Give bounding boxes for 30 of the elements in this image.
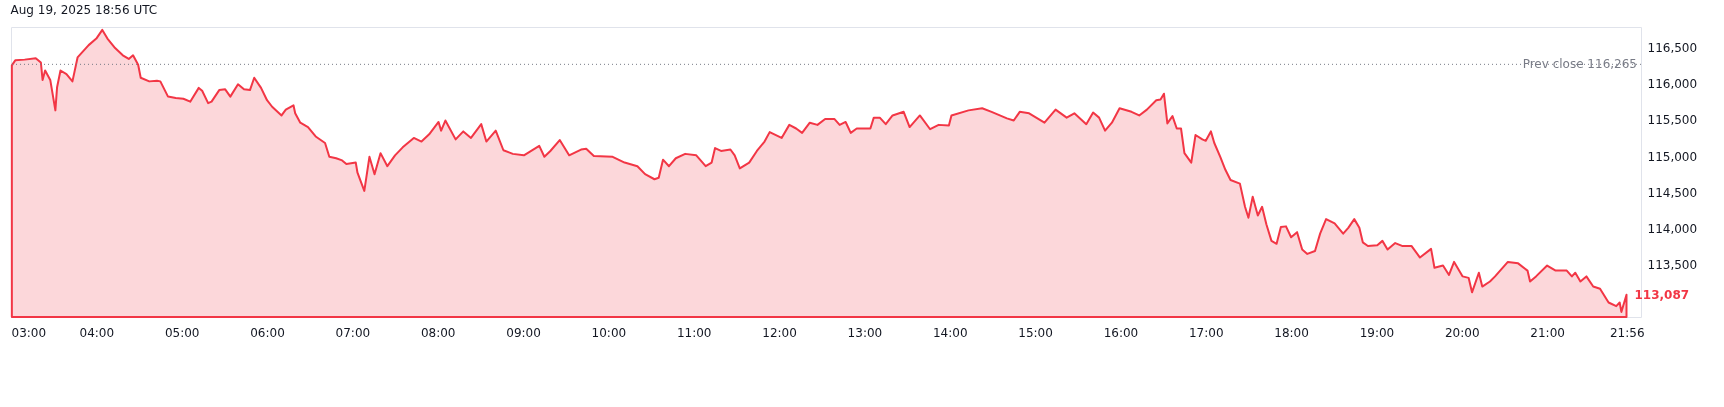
x-tick-label: 06:00 <box>250 325 285 340</box>
y-tick-label: 113,500 <box>1647 258 1698 273</box>
x-tick-label: 13:00 <box>847 325 883 340</box>
chart-title: Aug 19, 2025 18:56 UTC <box>10 3 158 17</box>
x-tick-label: 18:00 <box>1274 325 1309 340</box>
x-tick-label: 11:00 <box>676 325 712 340</box>
x-tick-label: 21:00 <box>1530 325 1565 340</box>
annotation: 113,087 <box>1634 287 1690 302</box>
x-tick-label: 20:00 <box>1444 325 1480 340</box>
y-tick-label: 116,500 <box>1647 40 1698 55</box>
y-tick-label: 114,000 <box>1647 222 1698 237</box>
ref-line-label: Prev close 116,265 <box>1522 57 1637 72</box>
x-tick-label: 17:00 <box>1188 325 1224 340</box>
x-tick-label: 05:00 <box>164 325 200 340</box>
x-tick-label: 08:00 <box>420 325 456 340</box>
y-tick-label: 116,000 <box>1647 77 1698 92</box>
x-tick-label: 09:00 <box>506 325 541 340</box>
x-tick-label: 07:00 <box>335 325 371 340</box>
x-tick-label: 10:00 <box>591 325 627 340</box>
y-tick-label: 115,000 <box>1647 149 1698 164</box>
x-tick-label: 12:00 <box>762 325 797 340</box>
x-tick-label: 21:56 <box>1609 325 1645 340</box>
x-tick-label: 04:00 <box>79 325 115 340</box>
y-tick-label: 115,500 <box>1647 113 1698 128</box>
x-tick-label: 19:00 <box>1359 325 1395 340</box>
x-tick-label: 15:00 <box>1018 325 1053 340</box>
x-tick-label: 14:00 <box>932 325 968 340</box>
x-tick-label: 03:00 <box>11 325 47 340</box>
y-tick-label: 114,500 <box>1647 185 1698 200</box>
x-tick-label: 16:00 <box>1103 325 1139 340</box>
